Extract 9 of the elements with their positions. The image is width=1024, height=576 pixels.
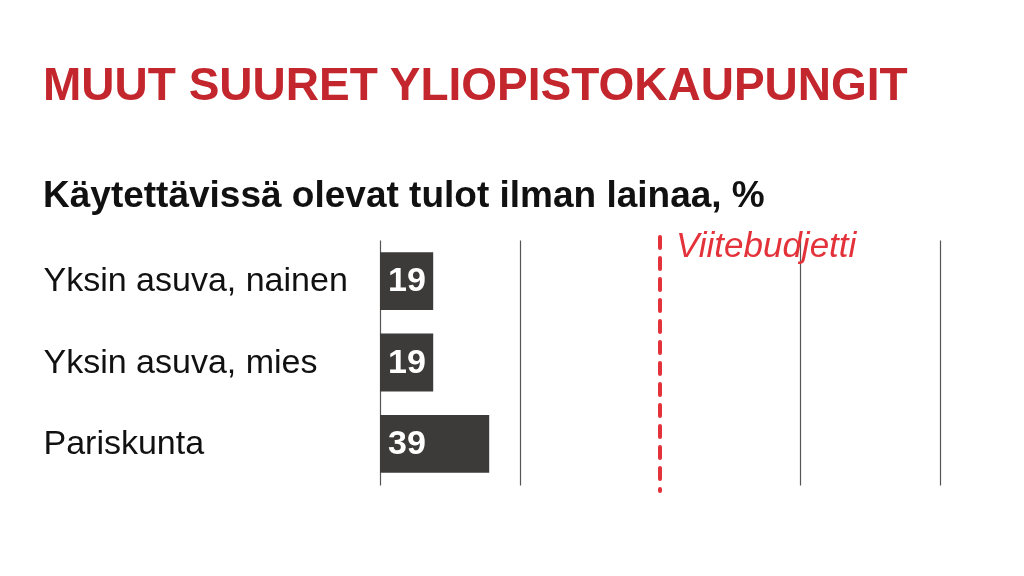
data-label: 39 bbox=[388, 422, 426, 461]
chart-subtitle: Käytettävissä olevat tulot ilman lainaa, % bbox=[43, 174, 765, 215]
y-tick-label: Pariskunta bbox=[43, 422, 205, 461]
ref-line-label: Viitebudjetti bbox=[676, 225, 858, 264]
data-label: 19 bbox=[388, 260, 426, 299]
data-label: 19 bbox=[388, 341, 426, 380]
y-tick-label: Yksin asuva, mies bbox=[43, 341, 318, 380]
chart-title: MUUT SUURET YLIOPISTOKAUPUNGIT bbox=[43, 58, 908, 110]
y-tick-label: Yksin asuva, nainen bbox=[43, 260, 348, 299]
